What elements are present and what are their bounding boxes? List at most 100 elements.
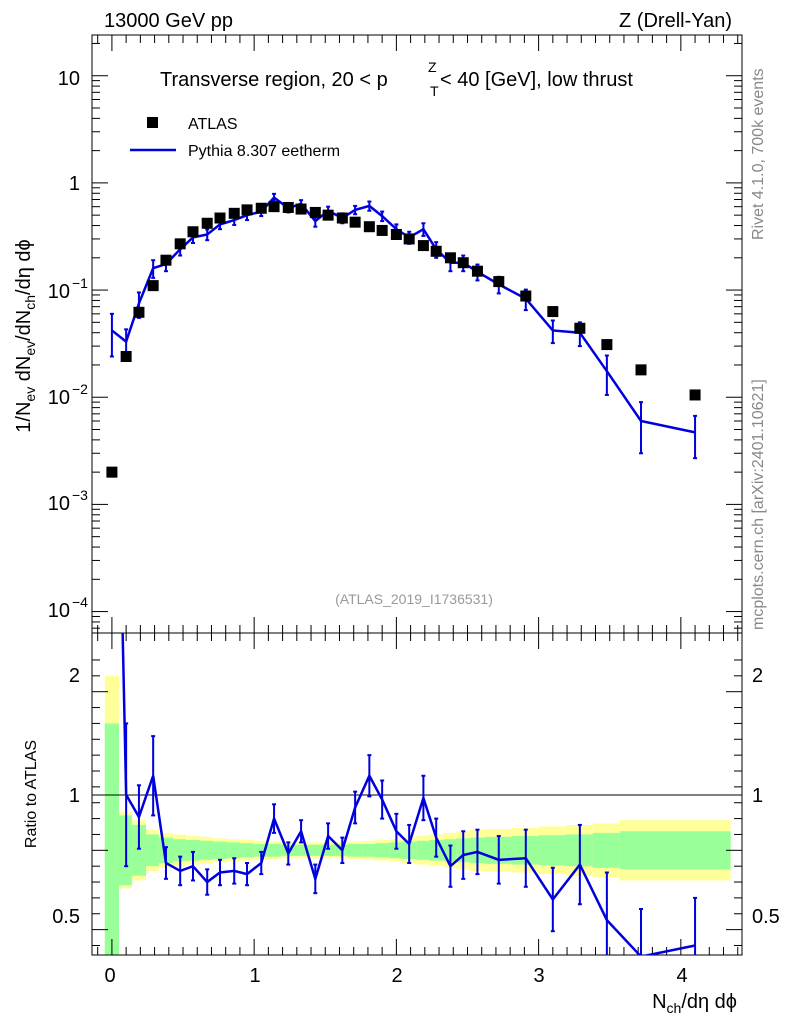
atlas-data-point: [417, 240, 429, 252]
main-y-axis-label: 1/Nev dNev/dNch/dη dϕ: [13, 239, 38, 432]
uncertainty-band-inner: [104, 723, 731, 955]
band-inner-bin: [416, 840, 430, 860]
atlas-data-point: [201, 217, 213, 229]
main-tick-label-10: 10: [58, 68, 80, 90]
main-tick-label-1: 1: [69, 173, 80, 195]
band-inner-bin: [212, 841, 228, 860]
atlas-data-point: [390, 228, 402, 240]
band-inner-bin: [308, 844, 321, 856]
band-inner-bin: [104, 723, 120, 955]
x-tick-label-4: 4: [676, 965, 687, 987]
atlas-data-point: [457, 257, 469, 269]
atlas-data-point: [635, 364, 647, 376]
rivet-label: Rivet 4.1.0, 700k events: [750, 68, 767, 240]
atlas-data-point: [322, 209, 334, 221]
ratio-line-group: [121, 633, 696, 955]
x-tick-label-0: 0: [104, 965, 115, 987]
atlas-data-point: [601, 339, 613, 351]
ratio-tick-label-05-left: 0.5: [52, 906, 80, 928]
analysis-id: (ATLAS_2019_I1736531): [335, 591, 493, 607]
band-inner-bin: [227, 842, 240, 859]
atlas-data-point: [403, 233, 415, 245]
atlas-data-point: [228, 207, 240, 219]
main-tick-label-1e-1: 10: [48, 281, 70, 303]
ratio-tick-label-2-right: 2: [752, 665, 763, 687]
main-y-tick-labels: 10 1 10 −1 10 −2 10 −3 10 −4: [48, 68, 88, 622]
main-tick-label-1e-2: 10: [48, 387, 70, 409]
main-tick-exp-1e-2: −2: [72, 381, 88, 397]
atlas-data-point: [241, 204, 253, 216]
atlas-data-point: [363, 221, 375, 233]
main-tick-exp-1e-3: −3: [72, 487, 88, 503]
plot-title-rest: < 40 [GeV], low thrust: [440, 69, 633, 91]
band-inner-bin: [266, 843, 282, 857]
band-inner-bin: [173, 839, 186, 862]
plot-title-sup: Z: [428, 59, 437, 75]
header-left: 13000 GeV pp: [104, 10, 233, 32]
ratio-tick-label-05-right: 0.5: [752, 906, 780, 928]
ratio-frame: [91, 632, 743, 956]
atlas-data-point: [493, 276, 505, 288]
x-axis-label: Nch/dη dϕ: [652, 991, 737, 1016]
atlas-data-point: [282, 201, 294, 213]
axis-ticks: [92, 35, 742, 955]
x-tick-label-1: 1: [249, 965, 260, 987]
band-inner-bin: [538, 835, 566, 866]
band-inner-bin: [131, 824, 147, 876]
header-right: Z (Drell-Yan): [619, 10, 732, 32]
atlas-data-point: [547, 306, 559, 318]
atlas-data-point: [214, 212, 226, 224]
ratio-y-axis-label: Ratio to ATLAS: [23, 740, 40, 848]
atlas-data-point: [255, 202, 267, 214]
band-inner-bin: [293, 844, 309, 856]
atlas-data-point: [689, 389, 701, 401]
x-tick-labels: 0 1 2 3 4: [104, 965, 687, 987]
ratio-line: [121, 633, 696, 955]
x-tick-label-2: 2: [391, 965, 402, 987]
atlas-data-point: [349, 216, 361, 228]
atlas-data-points: [106, 201, 701, 478]
atlas-data-point: [268, 201, 280, 213]
band-inner-bin: [619, 831, 661, 870]
mcplots-label: mcplots.cern.ch [arXiv:2401.10621]: [750, 379, 767, 630]
mc-line-group: [111, 195, 696, 434]
legend-data-label: ATLAS: [188, 116, 238, 133]
atlas-data-point: [520, 290, 532, 302]
atlas-data-point: [376, 224, 388, 236]
main-tick-exp-1e-4: −4: [72, 594, 88, 610]
atlas-data-point: [295, 203, 307, 215]
plot-title-sub: T: [430, 83, 439, 99]
atlas-data-point: [574, 322, 586, 334]
band-inner-bin: [660, 831, 731, 870]
x-tick-label-3: 3: [533, 965, 544, 987]
atlas-data-point: [309, 206, 321, 218]
atlas-data-point: [430, 245, 442, 257]
band-inner-bin: [146, 834, 159, 867]
ratio-tick-label-2-left: 2: [69, 665, 80, 687]
band-inner-bin: [592, 832, 620, 868]
atlas-data-point: [120, 350, 132, 362]
atlas-data-point: [160, 254, 172, 266]
main-tick-exp-1e-1: −1: [72, 275, 88, 291]
plot-title: Transverse region, 20 < p: [160, 69, 388, 91]
legend-data-marker: [147, 117, 158, 128]
atlas-data-point: [471, 265, 483, 277]
main-tick-label-1e-3: 10: [48, 493, 70, 515]
atlas-data-point: [174, 238, 186, 250]
ratio-tick-label-1-left: 1: [69, 785, 80, 807]
atlas-data-point: [147, 280, 159, 292]
band-inner-bin: [320, 844, 336, 856]
atlas-data-point: [187, 226, 199, 238]
band-inner-bin: [200, 840, 213, 860]
band-inner-bin: [362, 843, 376, 857]
atlas-data-point: [444, 252, 456, 264]
band-inner-bin: [389, 842, 403, 859]
atlas-data-point: [133, 306, 145, 318]
atlas-data-point: [336, 212, 348, 224]
main-tick-label-1e-4: 10: [48, 600, 70, 622]
band-inner-bin: [375, 843, 390, 858]
legend-mc-label: Pythia 8.307 eetherm: [188, 143, 340, 160]
mc-line: [111, 195, 696, 434]
band-inner-bin: [239, 843, 255, 858]
